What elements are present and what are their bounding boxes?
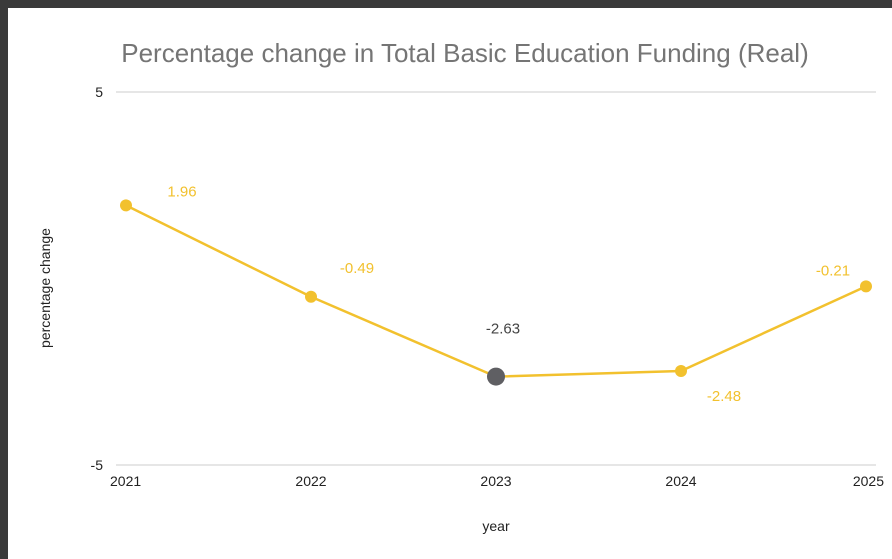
x-tick-label: 2022 [295, 473, 326, 489]
x-tick-labels: 2021 2022 2023 2024 2025 [110, 473, 884, 489]
y-tick-label-bottom: -5 [91, 457, 104, 473]
x-tick-label: 2024 [665, 473, 696, 489]
data-label: -0.49 [340, 260, 374, 277]
y-axis-title: percentage change [37, 228, 53, 348]
data-point[interactable] [675, 365, 687, 378]
data-point[interactable] [487, 367, 505, 386]
x-tick-label: 2025 [853, 473, 884, 489]
data-label: -2.48 [707, 388, 741, 405]
chart-title: Percentage change in Total Basic Educati… [121, 38, 809, 68]
y-tick-label-top: 5 [95, 84, 103, 100]
window-frame-top [0, 0, 892, 8]
data-label: 1.96 [167, 183, 196, 200]
series-line [125, 204, 867, 378]
chart-card [8, 8, 892, 559]
data-label: -0.21 [816, 262, 850, 279]
x-tick-label: 2021 [110, 473, 141, 489]
data-label: -2.63 [486, 321, 520, 338]
data-point[interactable] [305, 290, 317, 303]
window-frame-left [0, 0, 8, 559]
data-point[interactable] [860, 280, 872, 293]
data-point[interactable] [120, 199, 132, 212]
x-tick-label: 2023 [480, 473, 511, 489]
x-axis-title: year [482, 518, 510, 534]
series-group: 1.96 -0.49 -2.63 -2.48 -0.21 [120, 183, 872, 405]
